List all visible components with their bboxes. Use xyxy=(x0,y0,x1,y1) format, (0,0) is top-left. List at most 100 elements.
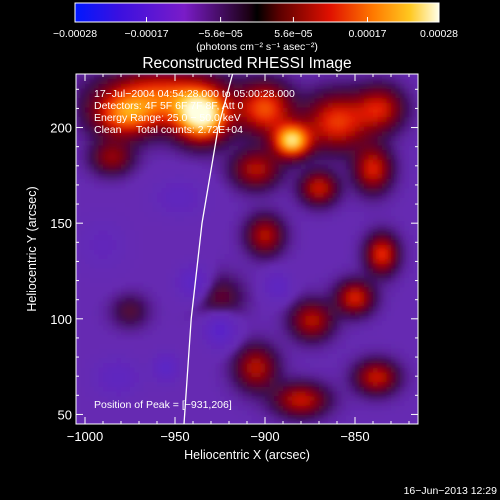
heatmap-cell xyxy=(400,116,406,122)
heatmap-cell xyxy=(337,409,343,416)
heatmap-cell xyxy=(319,353,325,359)
heatmap-cell xyxy=(283,253,289,260)
heatmap-cell xyxy=(296,206,302,212)
heatmap-cell xyxy=(283,409,289,416)
heatmap-cell xyxy=(103,206,109,212)
heatmap-cell xyxy=(242,192,248,198)
heatmap-cell xyxy=(373,178,379,184)
heatmap-cell xyxy=(274,163,280,170)
heatmap-cell xyxy=(283,206,289,212)
heatmap-cell xyxy=(215,282,221,288)
heatmap-cell xyxy=(130,220,136,226)
heatmap-cell xyxy=(256,272,262,278)
heatmap-cell xyxy=(346,405,352,411)
heatmap-cell xyxy=(400,267,406,274)
heatmap-cell xyxy=(85,395,91,401)
heatmap-cell xyxy=(233,225,239,231)
heatmap-cell xyxy=(170,121,176,127)
heatmap-cell xyxy=(301,329,307,335)
heatmap-cell xyxy=(386,305,392,312)
heatmap-cell xyxy=(400,305,406,312)
heatmap-cell xyxy=(238,178,244,184)
heatmap-cell xyxy=(166,220,172,226)
heatmap-cell xyxy=(332,282,338,288)
heatmap-cell xyxy=(301,163,307,170)
heatmap-cell xyxy=(260,121,266,127)
heatmap-cell xyxy=(287,225,293,231)
heatmap-cell xyxy=(359,173,365,179)
heatmap-cell xyxy=(323,367,329,373)
heatmap-cell xyxy=(323,220,329,226)
heatmap-cell xyxy=(350,126,356,132)
heatmap-cell xyxy=(179,154,185,160)
heatmap-cell xyxy=(265,121,271,127)
heatmap-cell xyxy=(211,315,217,321)
heatmap-cell xyxy=(229,362,235,368)
colorbar-ticks xyxy=(74,17,440,22)
heatmap-cell xyxy=(355,135,361,141)
heatmap-cell xyxy=(116,338,122,345)
heatmap-cell xyxy=(391,367,397,373)
heatmap-cell xyxy=(301,282,307,288)
heatmap-cell xyxy=(373,353,379,359)
heatmap-cell xyxy=(400,324,406,331)
heatmap-cell xyxy=(112,192,118,198)
heatmap-cell xyxy=(125,206,131,212)
heatmap-cell xyxy=(229,140,235,146)
heatmap-cell xyxy=(341,154,347,160)
heatmap-cell xyxy=(332,149,338,156)
heatmap-cell xyxy=(94,400,100,406)
heatmap-cell xyxy=(395,357,401,364)
heatmap-cell xyxy=(332,215,338,222)
heatmap-cell xyxy=(130,187,136,193)
heatmap-cell xyxy=(305,253,311,260)
heatmap-cell xyxy=(337,249,343,255)
heatmap-cell xyxy=(134,258,140,264)
heatmap-cell xyxy=(197,215,203,222)
heatmap-cell xyxy=(224,201,230,208)
heatmap-cell xyxy=(386,135,392,141)
heatmap-cell xyxy=(346,173,352,179)
heatmap-cell xyxy=(193,144,199,151)
heatmap-cell xyxy=(382,187,388,193)
heatmap-cell xyxy=(112,206,118,212)
heatmap-cell xyxy=(152,390,158,397)
heatmap-cell xyxy=(328,301,334,307)
heatmap-cell xyxy=(98,182,104,189)
heatmap-cell xyxy=(256,305,262,312)
heatmap-cell xyxy=(328,206,334,212)
heatmap-cell xyxy=(274,301,280,307)
heatmap-cell xyxy=(157,206,163,212)
heatmap-cell xyxy=(413,405,418,411)
heatmap-cell xyxy=(413,343,418,349)
heatmap-cell xyxy=(143,168,149,174)
heatmap-cell xyxy=(305,230,311,236)
heatmap-cell xyxy=(166,319,172,326)
heatmap-cell xyxy=(247,178,253,184)
heatmap-cell xyxy=(355,225,361,231)
heatmap-cell xyxy=(184,419,190,424)
heatmap-cell xyxy=(301,154,307,160)
heatmap-cell xyxy=(274,371,280,378)
heatmap-cell xyxy=(377,371,383,378)
heatmap-cell xyxy=(269,220,275,226)
heatmap-cell xyxy=(202,362,208,368)
heatmap-cell xyxy=(296,144,302,151)
heatmap-cell xyxy=(341,258,347,264)
heatmap-cell xyxy=(125,343,131,349)
heatmap-cell xyxy=(134,301,140,307)
heatmap-cell xyxy=(197,211,203,217)
heatmap-cell xyxy=(139,253,145,260)
heatmap-cell xyxy=(382,286,388,293)
heatmap-cell xyxy=(382,215,388,222)
heatmap-cell xyxy=(242,239,248,245)
heatmap-cell xyxy=(328,376,334,383)
heatmap-cell xyxy=(89,324,95,331)
heatmap-cell xyxy=(292,277,298,283)
heatmap-cell xyxy=(355,390,361,397)
heatmap-cell xyxy=(238,371,244,378)
heatmap-cell xyxy=(296,154,302,160)
heatmap-cell xyxy=(355,405,361,411)
heatmap-cell xyxy=(400,173,406,179)
heatmap-cell xyxy=(107,348,113,354)
